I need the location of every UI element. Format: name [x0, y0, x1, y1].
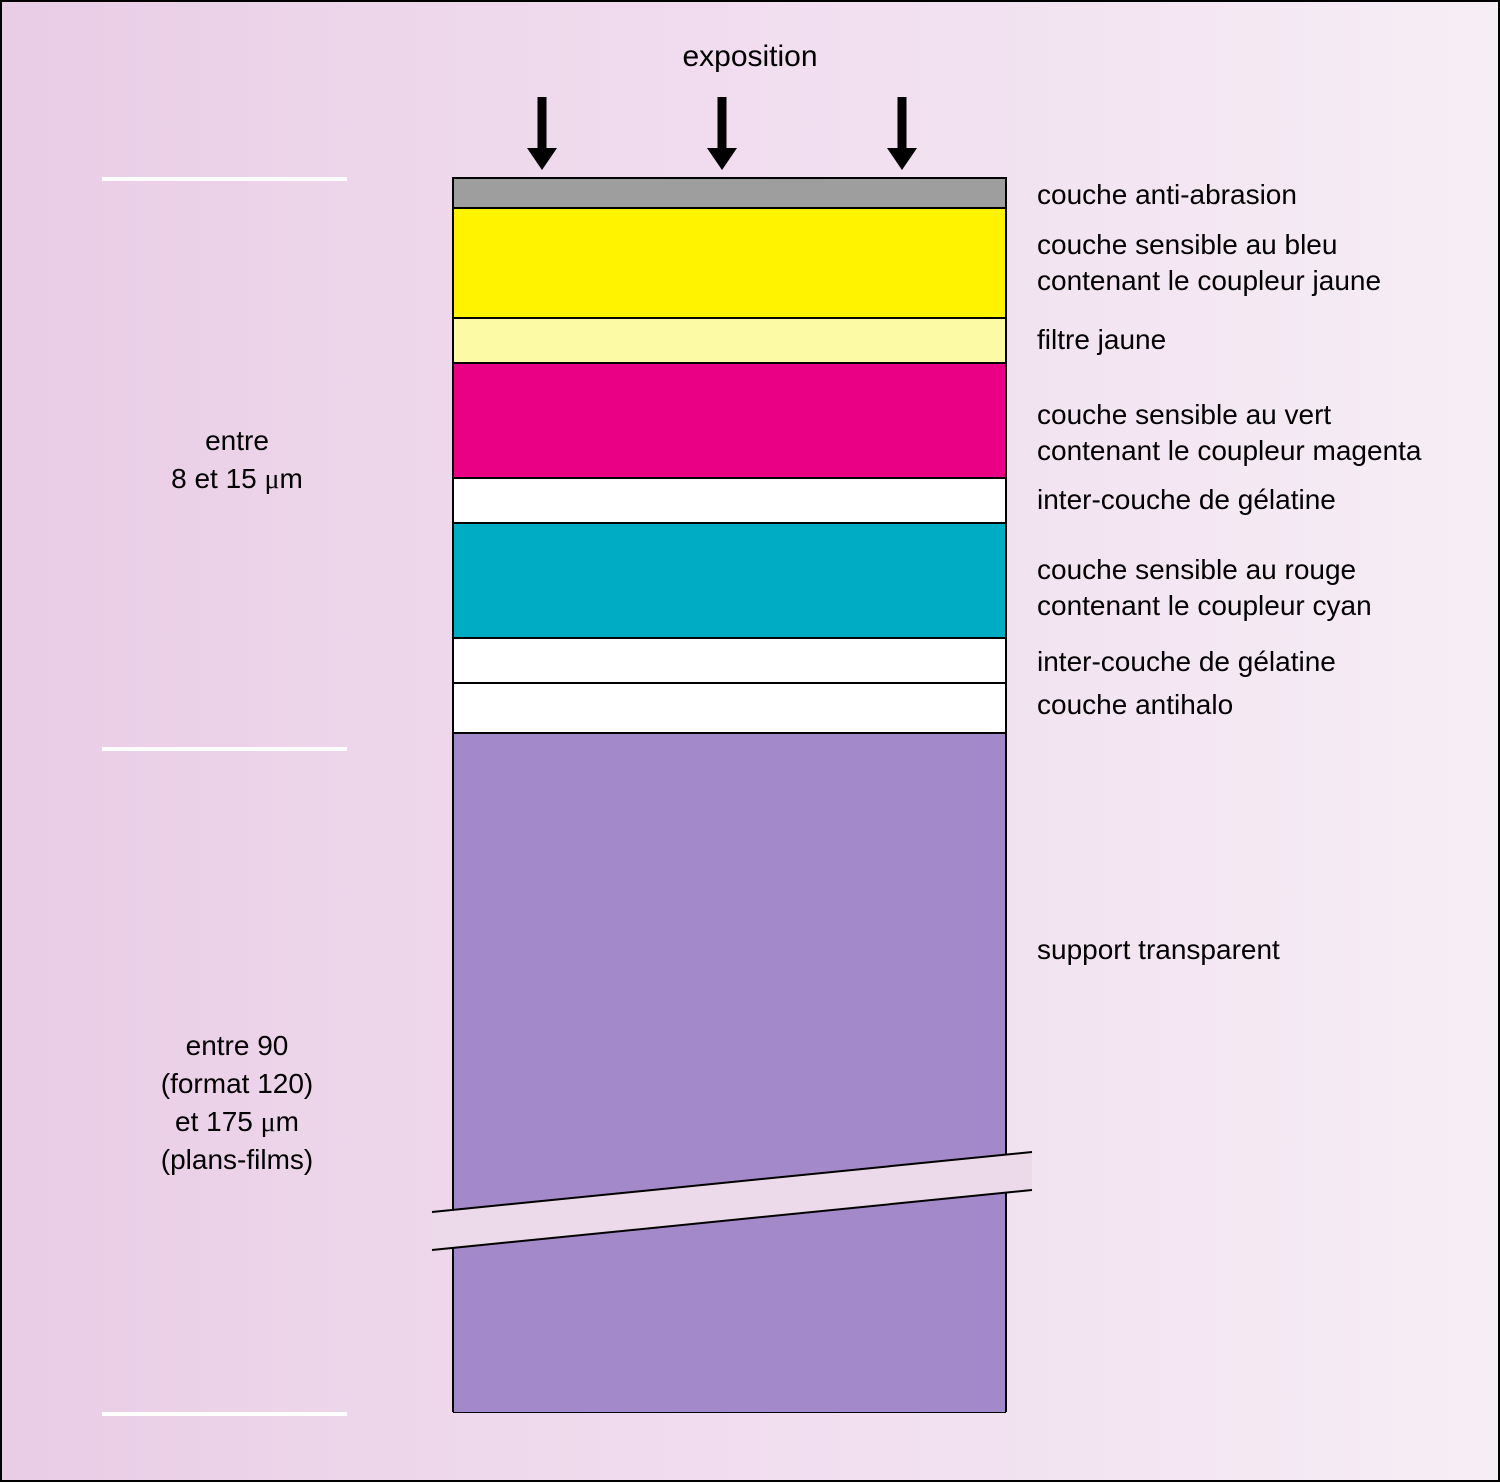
diagram-canvas: exposition entre8 et 15 μmentre 90(forma… — [0, 0, 1500, 1482]
label-l4: inter-couche de gélatine — [1037, 482, 1336, 518]
label-l1: couche sensible au bleucontenant le coup… — [1037, 227, 1381, 300]
label-l3: couche sensible au vertcontenant le coup… — [1037, 397, 1422, 470]
break-gap — [432, 1152, 1032, 1250]
label-l5: couche sensible au rougecontenant le cou… — [1037, 552, 1372, 625]
label-l2: filtre jaune — [1037, 322, 1166, 358]
label-l8: support transparent — [1037, 932, 1280, 968]
label-l6: inter-couche de gélatine — [1037, 644, 1336, 680]
label-l0: couche anti-abrasion — [1037, 177, 1297, 213]
support-break-mark — [2, 2, 1500, 1484]
label-l7: couche antihalo — [1037, 687, 1233, 723]
